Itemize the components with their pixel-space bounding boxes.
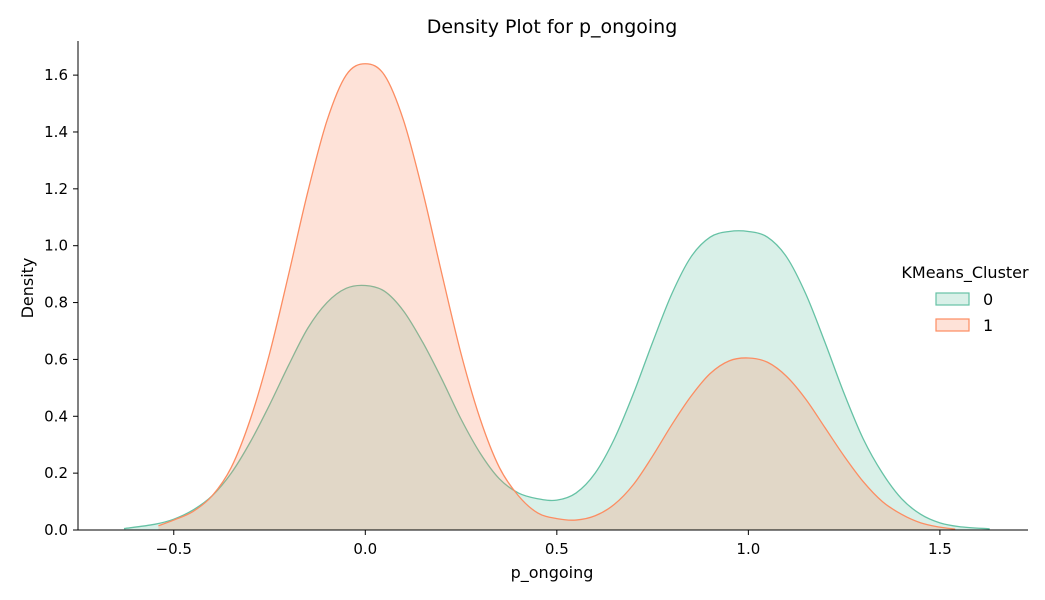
y-axis-label: Density [18, 258, 37, 319]
legend: KMeans_Cluster 01 [901, 263, 1029, 335]
y-tick-label: 0.8 [44, 294, 68, 312]
density-line-cluster-0 [123, 230, 990, 530]
y-tick-label: 1.4 [44, 123, 68, 141]
y-tick-label: 0.2 [44, 464, 68, 482]
legend-label-cluster-0: 0 [983, 290, 993, 309]
y-tick-label: 0.0 [44, 521, 68, 539]
x-tick-label: −0.5 [156, 540, 192, 558]
x-axis-label: p_ongoing [511, 563, 594, 583]
density-area-cluster-0 [123, 230, 990, 530]
y-tick-label: 1.2 [44, 180, 68, 198]
x-tick-label: 0.5 [545, 540, 569, 558]
legend-items: 01 [935, 290, 993, 335]
density-area-cluster-1 [158, 63, 956, 531]
chart-title: Density Plot for p_ongoing [427, 16, 678, 38]
legend-title: KMeans_Cluster [901, 263, 1029, 283]
legend-label-cluster-1: 1 [983, 316, 993, 335]
series-layer [123, 63, 990, 531]
x-tick-label: 0.0 [353, 540, 377, 558]
y-tick-label: 1.6 [44, 66, 68, 84]
x-tick-label: 1.5 [928, 540, 952, 558]
y-tick-label: 0.6 [44, 350, 68, 368]
legend-swatch-cluster-1 [935, 318, 970, 332]
y-ticks: 0.0 0.2 0.4 0.6 0.8 1.0 1.2 1.4 1.6 [44, 66, 78, 539]
y-tick-label: 0.4 [44, 407, 68, 425]
x-tick-label: 1.0 [736, 540, 760, 558]
x-ticks: −0.5 0.0 0.5 1.0 1.5 [156, 530, 952, 558]
legend-swatch-cluster-0 [935, 292, 970, 306]
y-tick-label: 1.0 [44, 237, 68, 255]
density-line-cluster-1 [158, 63, 956, 530]
